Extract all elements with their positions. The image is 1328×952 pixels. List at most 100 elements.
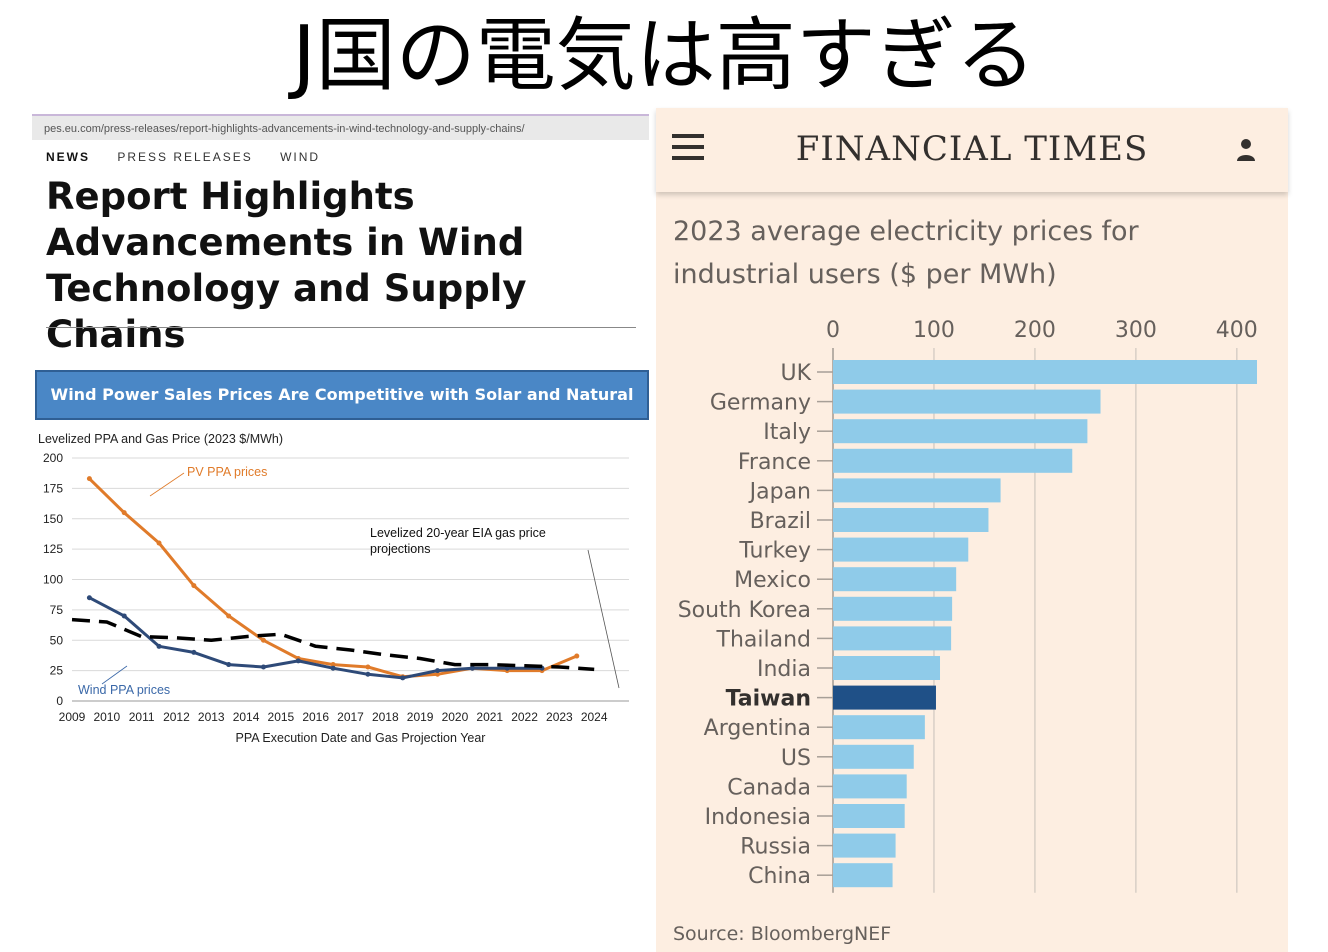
y-tick-label: Italy (763, 420, 811, 445)
x-tick-label: 100 (913, 318, 955, 343)
ft-article-panel: FINANCIAL TIMES 2023 average electricity… (656, 108, 1288, 952)
bar (833, 567, 957, 592)
bar (833, 419, 1088, 444)
data-point (121, 510, 127, 516)
x-tick-label: 2024 (581, 710, 608, 724)
x-tick-label: 400 (1216, 318, 1258, 343)
breadcrumb-press-releases[interactable]: PRESS RELEASES (117, 150, 253, 164)
x-tick-label: 2017 (337, 710, 364, 724)
bar (833, 744, 914, 769)
y-tick-label: 25 (50, 664, 64, 678)
y-tick-label: 0 (56, 694, 63, 708)
x-tick-label: 2020 (442, 710, 469, 724)
data-point (86, 595, 92, 601)
data-point (365, 671, 371, 677)
hamburger-menu-icon[interactable] (672, 134, 704, 160)
y-tick-label: Canada (727, 775, 811, 800)
data-point (86, 476, 92, 482)
breadcrumb-wind[interactable]: WIND (280, 150, 321, 164)
y-tick-label: Taiwan (726, 687, 811, 712)
x-tick-label: 2009 (59, 710, 86, 724)
bar (833, 626, 952, 651)
annotation-gas: Levelized 20-year EIA gas price projectio… (370, 526, 546, 556)
bar (833, 656, 941, 680)
breadcrumb: NEWS PRESS RELEASES WIND (46, 150, 342, 164)
x-tick-label: 0 (826, 318, 840, 343)
series-line-1 (88, 596, 542, 680)
y-tick-label: France (738, 450, 811, 475)
electricity-price-chart: 2023 average electricity prices for indus… (673, 216, 1258, 945)
bar (833, 774, 907, 799)
x-tick-label: 2014 (233, 710, 260, 724)
data-point (330, 665, 336, 671)
y-tick-label: US (781, 746, 811, 771)
y-tick-label: UK (780, 361, 811, 386)
data-point (365, 664, 371, 670)
annotation-leader (101, 665, 128, 685)
data-point (330, 662, 336, 668)
bar (833, 478, 1001, 503)
bar (833, 596, 953, 621)
x-tick-label: 2015 (268, 710, 295, 724)
data-point (435, 671, 441, 677)
y-tick-label: South Korea (678, 598, 811, 623)
article-title: Report Highlights Advancements in Wind T… (46, 174, 646, 358)
user-account-icon[interactable] (1236, 138, 1256, 162)
x-tick-label: 2012 (163, 710, 190, 724)
chart-title: 2023 average electricity prices for indus… (673, 216, 1140, 290)
data-point (295, 658, 301, 664)
ft-logo[interactable]: FINANCIAL TIMES (795, 129, 1149, 169)
x-tick-label: 2019 (407, 710, 434, 724)
x-tick-label: 2018 (372, 710, 399, 724)
bar (833, 448, 1073, 473)
data-point (574, 653, 580, 659)
x-tick-label: 2021 (476, 710, 503, 724)
x-tick-label: 2011 (129, 710, 155, 724)
data-point (226, 613, 232, 619)
bar (833, 863, 893, 888)
series-line-2 (71, 617, 595, 672)
y-tick-label: China (748, 864, 811, 889)
y-tick-label: India (757, 657, 811, 682)
y-tick-label: 150 (43, 512, 63, 526)
data-point (469, 665, 475, 671)
annotation-leader (587, 549, 620, 689)
ft-header: FINANCIAL TIMES (656, 108, 1288, 192)
x-tick-label: 200 (1014, 318, 1056, 343)
slide-title: J国の電気は高すぎる (292, 9, 1036, 102)
data-point (400, 675, 406, 681)
bar (833, 537, 969, 562)
data-point (121, 613, 127, 619)
breadcrumb-news[interactable]: NEWS (46, 150, 90, 164)
article-title-line: Report Highlights (46, 175, 415, 218)
bar (833, 715, 925, 740)
y-tick-label: Japan (748, 479, 811, 504)
y-tick-label: Russia (740, 835, 811, 860)
article-title-line: Technology and Supply Chains (46, 267, 527, 356)
y-tick-label: Germany (710, 391, 811, 416)
bar (833, 508, 989, 532)
address-bar[interactable]: pes.eu.com/press-releases/report-highlig… (32, 114, 649, 140)
data-point (260, 664, 266, 670)
x-tick-label: 2016 (302, 710, 329, 724)
y-tick-label: Turkey (738, 539, 811, 564)
chart-title: Levelized PPA and Gas Price (2023 $/MWh) (38, 432, 283, 446)
bar (833, 804, 905, 828)
y-tick-label: 50 (50, 633, 64, 647)
data-point (156, 643, 162, 649)
y-tick-label: 100 (43, 573, 63, 587)
y-tick-label: Indonesia (705, 805, 811, 830)
article-screenshot-panel: pes.eu.com/press-releases/report-highlig… (32, 108, 652, 758)
chart-source: Source: BloombergNEF (673, 923, 891, 945)
annotation-pv: PV PPA prices (187, 465, 267, 479)
bar (833, 685, 936, 710)
y-tick-label: 75 (50, 603, 64, 617)
bar (833, 389, 1101, 414)
data-point (156, 540, 162, 546)
x-tick-label: 2023 (546, 710, 573, 724)
ppa-price-chart: Levelized PPA and Gas Price (2023 $/MWh)… (38, 432, 629, 745)
annotation-leader (149, 472, 185, 497)
y-tick-label: Brazil (750, 509, 811, 534)
bar (833, 360, 1257, 384)
x-tick-label: 2022 (511, 710, 538, 724)
